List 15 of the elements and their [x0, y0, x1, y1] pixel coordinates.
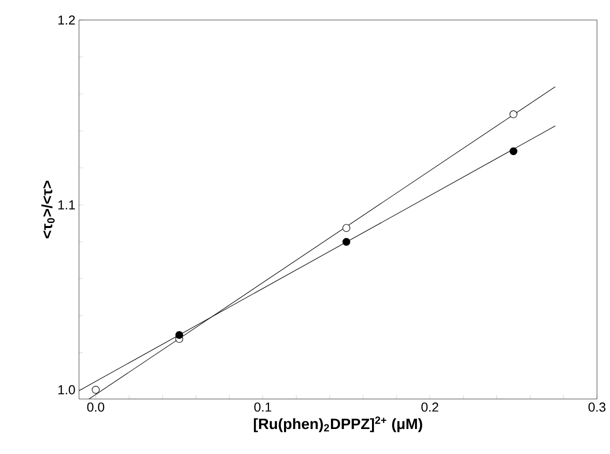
x-axis-title: [Ru(phen)$_{2}$DPPZ]$^{2+}$ (μM)	[254, 416, 422, 432]
x-tick-label: 0.2	[421, 402, 438, 412]
point	[342, 238, 350, 246]
y-tick-label: 1.0	[58, 385, 75, 394]
x-tick-label: 0.3	[588, 402, 606, 412]
y-axis-title: <τ$_{0}$>/<τ>	[41, 180, 55, 238]
point	[175, 331, 184, 339]
point	[342, 224, 350, 232]
point	[510, 147, 518, 156]
y-tick-label: 1.2	[58, 15, 75, 25]
x-tick-label: 0.1	[254, 402, 272, 412]
x-tick-label: 0.0	[87, 402, 104, 412]
y-tick-label: 1.1	[58, 200, 75, 210]
point	[92, 386, 100, 394]
point	[510, 110, 518, 118]
